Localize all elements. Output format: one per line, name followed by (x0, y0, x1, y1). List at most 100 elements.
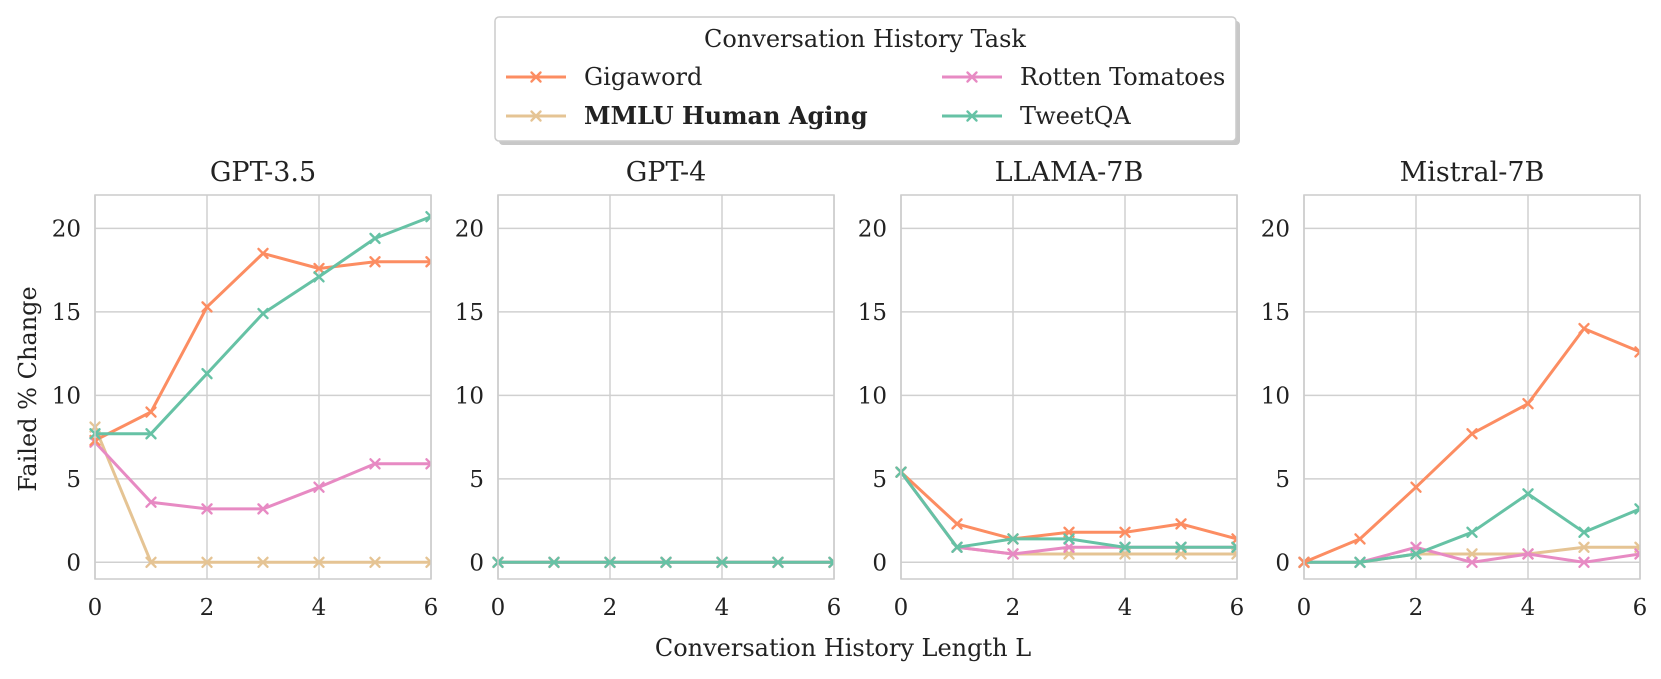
legend-marker-tweetqa (966, 110, 978, 122)
legend-marker-rotten-tomatoes (966, 71, 978, 83)
x-tick-label: 6 (424, 595, 439, 621)
series-line-gigaword (93, 251, 431, 442)
series-line-tweetqa (899, 470, 1237, 549)
data-point-tweetqa (772, 556, 784, 569)
legend-entry-mmlu-human-aging: MMLU Human Aging (506, 101, 868, 130)
y-tick-label: 10 (858, 383, 887, 409)
data-point-tweetqa (1063, 533, 1075, 545)
data-point-rotten-tomatoes (1522, 548, 1534, 560)
panel-title: GPT-3.5 (210, 157, 316, 188)
x-tick-label: 2 (603, 595, 618, 621)
x-axis-label: Conversation History Length L (655, 634, 1031, 662)
data-point-gigaword (425, 256, 431, 268)
series-group (1298, 322, 1640, 569)
x-tick-label: 2 (1006, 595, 1021, 621)
data-point-tweetqa (1578, 526, 1590, 538)
y-tick-label: 5 (469, 467, 484, 493)
y-tick-label: 0 (469, 550, 484, 576)
series-group (492, 556, 834, 569)
data-point-tweetqa (660, 556, 672, 569)
data-point-mmlu-human-aging (145, 556, 157, 569)
panel-title: LLAMA-7B (995, 157, 1144, 188)
y-tick-label: 15 (858, 300, 887, 326)
x-tick-label: 0 (491, 595, 506, 621)
data-point-rotten-tomatoes (425, 458, 431, 470)
data-point-rotten-tomatoes (257, 503, 269, 515)
legend-marker-mmlu-human-aging (530, 110, 542, 122)
panel-frame (94, 194, 432, 580)
data-point-tweetqa (313, 271, 325, 283)
data-point-mmlu-human-aging (257, 556, 269, 569)
data-point-tweetqa (1231, 541, 1237, 553)
data-point-tweetqa (369, 232, 381, 245)
series-line-tweetqa (93, 215, 431, 436)
data-point-tweetqa (1175, 541, 1187, 553)
series-group (895, 466, 1237, 560)
legend-entry-gigaword: Gigaword (506, 63, 702, 91)
data-point-tweetqa (1466, 526, 1478, 538)
y-axis-label: Failed % Change (14, 286, 42, 491)
data-point-tweetqa (716, 556, 728, 569)
data-point-tweetqa (1354, 556, 1366, 569)
data-point-gigaword (1522, 397, 1534, 410)
data-point-tweetqa (257, 307, 269, 320)
panel-gpt-4: 0 2 4 6 0 5 10 15 20 GPT-4 (455, 157, 842, 621)
data-point-mmlu-human-aging (1466, 548, 1478, 560)
x-tick-label: 6 (1633, 595, 1648, 621)
data-point-gigaword (313, 262, 325, 275)
y-tick-label: 5 (66, 467, 81, 493)
data-point-gigaword (951, 518, 963, 530)
legend-label-gigaword: Gigaword (584, 63, 702, 91)
x-tick-label: 4 (715, 595, 730, 621)
data-point-tweetqa (604, 556, 616, 569)
y-tick-label: 20 (52, 216, 81, 242)
data-point-tweetqa (1007, 533, 1019, 545)
x-tick-label: 0 (1297, 595, 1312, 621)
x-tick-label: 2 (1409, 595, 1424, 621)
series-line-rotten-tomatoes (93, 440, 431, 511)
data-point-rotten-tomatoes (1578, 556, 1590, 569)
data-point-gigaword (145, 406, 157, 418)
x-tick-label: 4 (312, 595, 327, 621)
data-point-rotten-tomatoes (1007, 548, 1019, 560)
data-point-rotten-tomatoes (1063, 541, 1075, 553)
data-point-gigaword (1410, 481, 1422, 493)
data-point-rotten-tomatoes (1466, 556, 1478, 569)
data-point-tweetqa (1634, 503, 1640, 515)
data-point-gigaword (1578, 322, 1590, 335)
y-tick-label: 15 (455, 300, 484, 326)
data-point-mmlu-human-aging (313, 556, 325, 569)
data-point-gigaword (1119, 526, 1131, 538)
panel-frame (497, 194, 835, 580)
data-point-mmlu-human-aging (425, 556, 431, 569)
x-tick-label: 2 (200, 595, 215, 621)
y-tick-label: 10 (455, 383, 484, 409)
y-tick-label: 10 (52, 383, 81, 409)
y-tick-label: 5 (1275, 467, 1290, 493)
y-tick-label: 20 (1261, 216, 1290, 242)
x-tick-label: 0 (894, 595, 909, 621)
x-tick-label: 6 (827, 595, 842, 621)
data-point-rotten-tomatoes (369, 458, 381, 470)
y-tick-label: 20 (858, 216, 887, 242)
x-tick-label: 4 (1118, 595, 1133, 621)
data-point-mmlu-human-aging (201, 556, 213, 569)
data-point-gigaword (201, 301, 213, 313)
data-point-tweetqa (828, 556, 834, 569)
legend-label-mmlu-human-aging: MMLU Human Aging (584, 101, 868, 130)
series-group (89, 211, 431, 569)
legend-box (494, 16, 1237, 142)
x-tick-label: 4 (1521, 595, 1536, 621)
data-point-gigaword (1466, 428, 1478, 440)
data-point-gigaword (1634, 346, 1640, 358)
legend-label-rotten-tomatoes: Rotten Tomatoes (1020, 63, 1225, 91)
data-point-gigaword (1231, 533, 1237, 545)
series-line-gigaword (1302, 327, 1640, 564)
data-point-gigaword (257, 247, 269, 260)
y-tick-label: 15 (1261, 300, 1290, 326)
x-tick-label: 6 (1230, 595, 1245, 621)
data-point-gigaword (1354, 533, 1366, 545)
data-point-tweetqa (1522, 488, 1534, 500)
y-tick-label: 0 (66, 550, 81, 576)
